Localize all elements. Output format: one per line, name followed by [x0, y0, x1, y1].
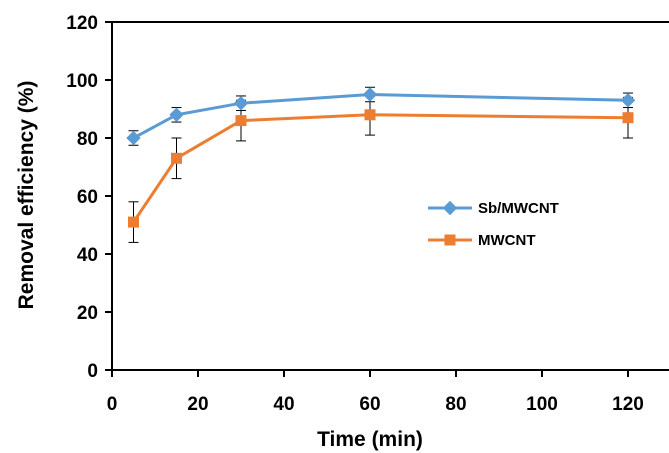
- data-point: [128, 216, 139, 228]
- series-layer: [126, 86, 636, 243]
- data-point: [126, 130, 141, 146]
- x-tick-label: 100: [526, 394, 558, 415]
- data-point: [362, 87, 378, 102]
- x-tick-label: 20: [187, 394, 208, 415]
- legend-label: Sb/MWCNT: [478, 200, 559, 217]
- x-tick-label: 60: [359, 394, 380, 415]
- data-point: [233, 95, 249, 111]
- legend-label: MWCNT: [478, 232, 535, 249]
- y-tick-label: 0: [87, 361, 98, 382]
- legend: Sb/MWCNT MWCNT: [428, 200, 559, 249]
- x-tick-label: 40: [273, 394, 294, 415]
- data-point: [169, 107, 184, 123]
- series-sb-mwcnt: [126, 86, 636, 146]
- x-tick-label: 80: [445, 394, 466, 415]
- y-tick-label: 40: [77, 245, 98, 266]
- x-axis-title: Time (min): [317, 428, 423, 451]
- y-axis-title: Removal efficiency (%): [15, 81, 38, 310]
- x-tick-label: 120: [612, 394, 644, 415]
- y-tick-label: 20: [77, 303, 98, 324]
- data-point: [620, 93, 636, 108]
- plot-area: [111, 21, 669, 371]
- x-tick-label: 0: [107, 394, 118, 415]
- data-point: [364, 109, 376, 121]
- data-point: [622, 112, 634, 124]
- data-point: [171, 152, 182, 164]
- y-tick-label: 100: [66, 71, 98, 92]
- y-tick-label: 120: [66, 13, 98, 34]
- data-point: [235, 115, 247, 127]
- legend-marker: [444, 234, 456, 246]
- legend-entry: MWCNT: [428, 232, 535, 249]
- legend-marker: [442, 200, 458, 216]
- plot-frame: [111, 21, 669, 371]
- y-tick-label: 80: [77, 129, 98, 150]
- axes: 0 20 40 60 80 100 120 0 20 40 60 80 100 120: [66, 13, 644, 415]
- y-tick-label: 60: [77, 187, 98, 208]
- legend-entry: Sb/MWCNT: [428, 200, 559, 217]
- series-mwcnt: [128, 94, 634, 243]
